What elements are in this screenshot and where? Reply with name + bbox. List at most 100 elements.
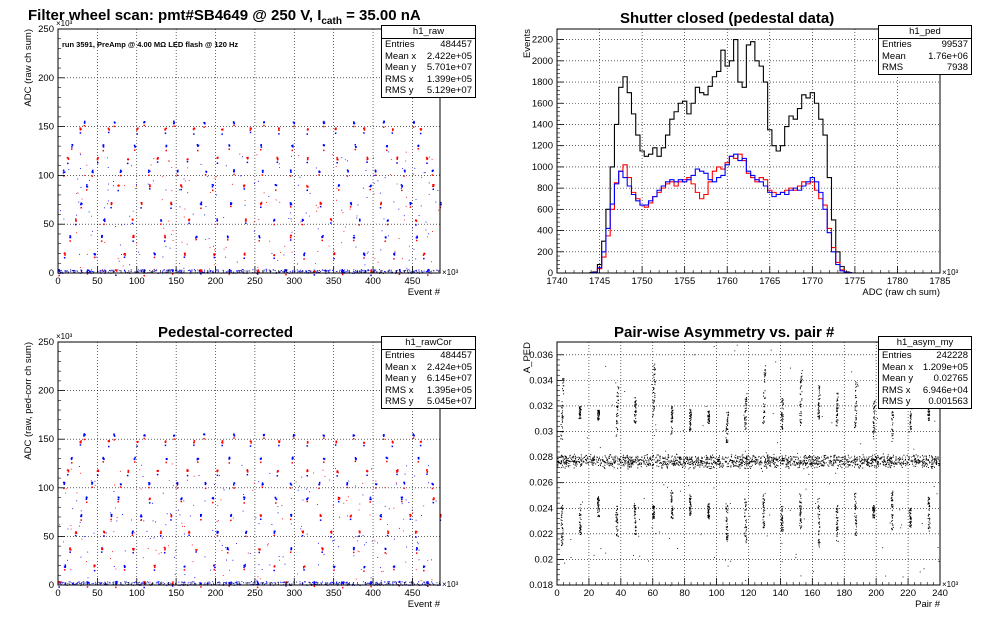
data-point	[384, 240, 386, 243]
data-point	[302, 582, 304, 584]
data-point	[236, 270, 238, 272]
data-point	[619, 458, 621, 460]
data-point	[140, 270, 142, 272]
data-point	[769, 462, 771, 464]
data-point	[828, 461, 830, 463]
data-point	[881, 457, 883, 459]
data-point	[170, 513, 172, 515]
data-point	[687, 462, 689, 464]
data-point	[132, 240, 134, 242]
data-point	[297, 263, 298, 265]
data-point	[177, 270, 179, 272]
data-point	[200, 269, 203, 271]
data-point	[144, 435, 146, 437]
data-point	[892, 463, 894, 465]
data-point	[757, 461, 759, 463]
data-point	[867, 462, 869, 464]
data-point	[906, 454, 908, 456]
data-point	[80, 270, 82, 272]
data-point	[621, 464, 623, 466]
data-point	[695, 459, 697, 461]
data-point	[769, 460, 771, 462]
data-point	[674, 464, 676, 466]
data-point	[842, 463, 844, 465]
data-point	[782, 459, 784, 461]
data-point	[932, 465, 934, 467]
data-point	[134, 146, 136, 148]
data-point	[659, 462, 661, 464]
y-exponent: ×10³	[56, 332, 73, 341]
data-point	[319, 271, 321, 273]
data-point	[785, 466, 787, 468]
data-point	[736, 460, 738, 462]
data-point	[341, 242, 343, 244]
data-point	[58, 586, 60, 588]
data-point	[606, 462, 608, 464]
data-point	[153, 268, 155, 270]
x-axis-label: ADC (raw ch sum)	[862, 287, 940, 298]
data-point	[561, 460, 563, 462]
data-point	[274, 497, 277, 499]
data-point	[224, 581, 226, 583]
data-point	[156, 161, 159, 163]
data-point	[408, 269, 410, 271]
data-point	[345, 581, 347, 583]
data-point	[631, 463, 633, 465]
data-point	[711, 467, 713, 469]
data-point	[101, 582, 103, 584]
data-point	[351, 583, 353, 585]
data-point	[255, 517, 257, 519]
data-point	[186, 243, 188, 245]
data-point	[301, 223, 304, 226]
data-point	[659, 456, 661, 458]
data-point	[163, 240, 166, 242]
data-point	[245, 532, 247, 534]
data-point	[276, 161, 279, 163]
data-point	[632, 462, 634, 464]
data-point	[98, 581, 100, 583]
data-point	[265, 268, 267, 270]
data-point	[401, 500, 403, 503]
data-point	[374, 540, 376, 542]
data-point	[217, 269, 219, 271]
data-point	[206, 271, 208, 273]
data-point	[918, 460, 920, 462]
data-point	[161, 199, 163, 201]
data-point	[791, 458, 793, 460]
data-point	[127, 471, 130, 473]
data-point	[718, 463, 720, 465]
data-point	[736, 465, 738, 467]
data-point	[173, 556, 175, 558]
data-point	[884, 464, 886, 466]
data-point	[349, 515, 352, 518]
data-point	[786, 458, 788, 460]
data-point	[726, 466, 728, 468]
data-point	[707, 457, 709, 459]
data-point	[161, 537, 163, 539]
data-point	[400, 583, 402, 585]
data-point	[332, 505, 334, 506]
data-point	[628, 459, 630, 461]
data-point	[789, 464, 791, 466]
data-point	[279, 201, 281, 203]
data-point	[327, 582, 329, 584]
data-point	[859, 464, 861, 466]
data-point	[256, 579, 258, 581]
data-point	[700, 460, 702, 462]
data-point	[145, 582, 147, 584]
data-point	[261, 569, 263, 570]
data-point	[184, 252, 186, 255]
data-point	[273, 565, 276, 568]
data-point	[887, 466, 889, 468]
data-point	[403, 518, 405, 520]
data-point	[931, 457, 933, 459]
data-point	[583, 461, 585, 463]
data-point	[90, 480, 92, 482]
data-point	[300, 221, 302, 223]
data-point	[816, 463, 818, 465]
data-point	[281, 518, 283, 520]
data-point	[105, 583, 107, 585]
data-point	[228, 462, 231, 464]
data-point	[414, 530, 417, 533]
data-point	[705, 458, 707, 460]
